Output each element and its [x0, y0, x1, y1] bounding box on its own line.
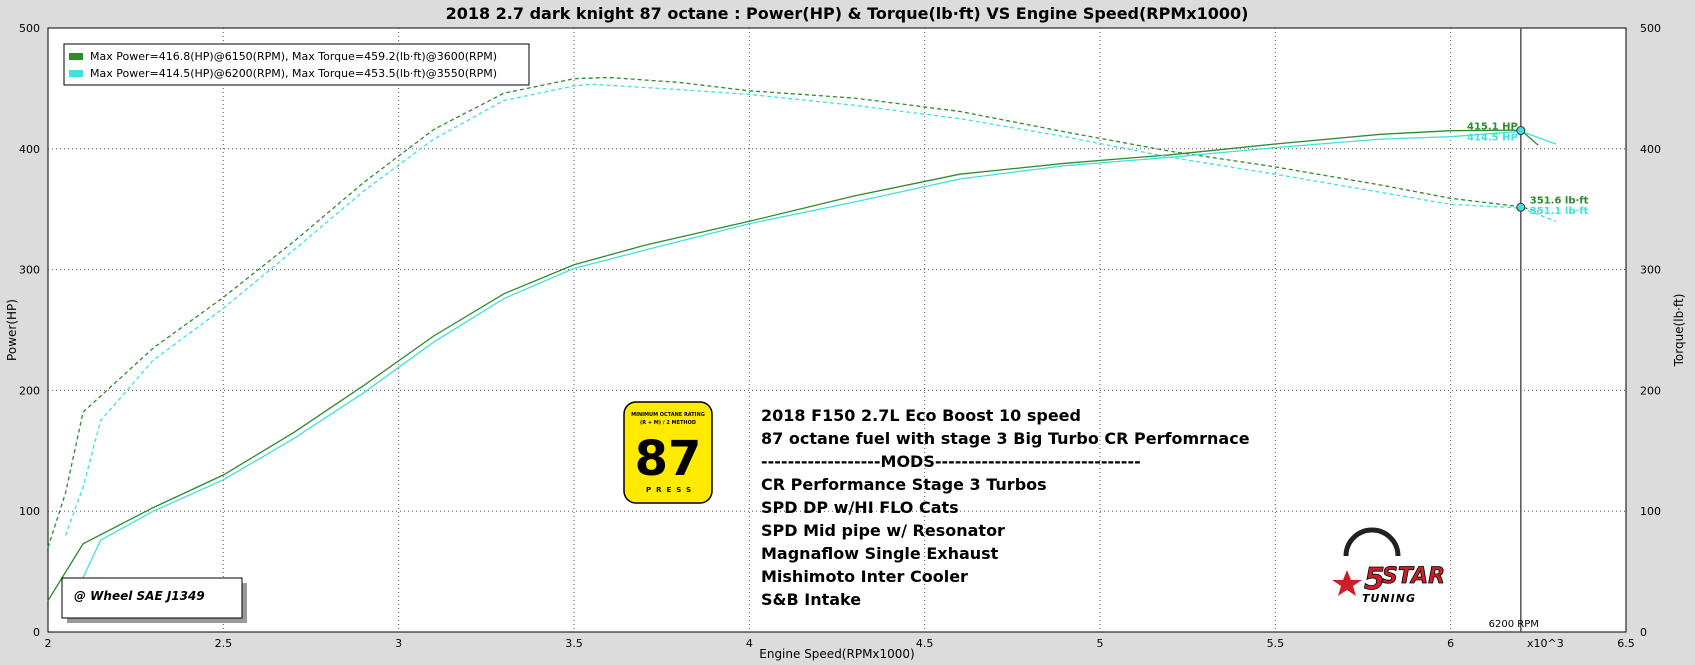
y-tick-label-left: 300 — [19, 264, 40, 277]
x-tick-label: 3.5 — [565, 637, 583, 650]
octane-badge-number: 87 — [635, 431, 702, 487]
x-tick-label: 3 — [395, 637, 402, 650]
logo-word: STAR — [1382, 564, 1445, 589]
logo-sub: TUNING — [1362, 592, 1416, 605]
cursor-torque-readout: 351.6 lb·ft — [1530, 195, 1589, 206]
x-tick-label: 6 — [1447, 637, 1454, 650]
axis-ticks: 2 2.5 3 3.5 4 4.5 5 5.5 6 6.5 0 100 200 300 400 500 0 100… — [19, 22, 1661, 650]
legend-entry-2: Max Power=414.5(HP)@6200(RPM), Max Torqu… — [90, 67, 497, 80]
x-tick-label: 6.5 — [1617, 637, 1635, 650]
notes-line: ------------------MODS------------------… — [761, 452, 1141, 471]
legend: Max Power=416.8(HP)@6150(RPM), Max Torqu… — [63, 43, 530, 86]
y-tick-label-right: 0 — [1640, 626, 1647, 639]
notes-line: Magnaflow Single Exhaust — [761, 544, 999, 563]
y-tick-label-right: 500 — [1640, 22, 1661, 35]
series-lines — [47, 76, 1557, 601]
octane-badge-background — [623, 401, 713, 504]
logo-star-icon — [1332, 570, 1362, 596]
x-multiplier-label: x10^3 — [1527, 637, 1564, 650]
y-axis-label-left: Power(HP) — [5, 299, 19, 361]
cursor-torque-readout: 351.1 lb·ft — [1530, 206, 1589, 217]
y-tick-label-right: 200 — [1640, 384, 1661, 397]
octane-badge-word: PRESS — [646, 486, 696, 494]
x-tick-label: 4 — [746, 637, 753, 650]
y-tick-label-left: 400 — [19, 143, 40, 156]
octane-badge-line2: (R + M) / 2 METHOD — [640, 420, 696, 426]
power-series-line — [47, 129, 1539, 601]
5star-tuning-logo: 5 STAR TUNING — [1332, 527, 1446, 605]
cursor-marker — [1516, 126, 1526, 136]
wheel-label-box: @ Wheel SAE J1349 — [61, 577, 247, 623]
notes-line: SPD DP w/HI FLO Cats — [761, 498, 959, 517]
x-tick-label: 4.5 — [916, 637, 934, 650]
notes-line: CR Performance Stage 3 Turbos — [761, 475, 1047, 494]
legend-swatch-green — [69, 53, 83, 60]
octane-badge-line1: MINIMUM OCTANE RATING — [631, 412, 705, 418]
x-tick-label: 5.5 — [1267, 637, 1285, 650]
logo-swoosh-icon — [1343, 527, 1401, 557]
cursor-hp-readout: 414.5 HP — [1467, 132, 1518, 143]
x-axis-label: Engine Speed(RPMx1000) — [759, 647, 915, 661]
cursor-readouts: 415.1 HP 351.6 lb·ft 414.5 HP 351.1 lb·ft — [1467, 122, 1589, 217]
y-tick-label-left: 200 — [19, 384, 40, 397]
y-tick-label-left: 100 — [19, 505, 40, 518]
cursor-marker — [1516, 202, 1526, 212]
legend-entry-1: Max Power=416.8(HP)@6150(RPM), Max Torqu… — [90, 50, 497, 63]
logo-number: 5 — [1364, 562, 1385, 597]
y-tick-label-right: 300 — [1640, 264, 1661, 277]
x-tick-label: 2 — [45, 637, 52, 650]
wheel-label-frame — [61, 577, 243, 619]
octane-badge: MINIMUM OCTANE RATING (R + M) / 2 METHOD… — [623, 401, 713, 504]
power-series-line — [82, 130, 1557, 578]
y-tick-label-right: 100 — [1640, 505, 1661, 518]
x-tick-label: 5 — [1097, 637, 1104, 650]
mods-notes: 2018 F150 2.7L Eco Boost 10 speed 87 oct… — [761, 406, 1250, 609]
plot-area — [47, 27, 1627, 633]
notes-line: S&B Intake — [761, 590, 861, 609]
grid-lines — [48, 28, 1626, 632]
y-axis-label-right: Torque(lb·ft) — [1672, 294, 1686, 368]
legend-swatch-cyan — [69, 70, 83, 77]
wheel-label: @ Wheel SAE J1349 — [74, 589, 205, 603]
y-tick-label-right: 400 — [1640, 143, 1661, 156]
y-tick-label-left: 500 — [19, 22, 40, 35]
notes-line: 87 octane fuel with stage 3 Big Turbo CR… — [761, 429, 1250, 448]
torque-series-line — [64, 83, 1557, 536]
notes-line: Mishimoto Inter Cooler — [761, 567, 968, 586]
chart-title: 2018 2.7 dark knight 87 octane : Power(H… — [446, 4, 1249, 23]
notes-line: 2018 F150 2.7L Eco Boost 10 speed — [761, 406, 1081, 425]
notes-line: SPD Mid pipe w/ Resonator — [761, 521, 1005, 540]
cursor-hp-readout: 415.1 HP — [1467, 122, 1518, 133]
legend-box — [63, 43, 530, 86]
y-tick-label-left: 0 — [33, 626, 40, 639]
x-tick-label: 2.5 — [215, 637, 233, 650]
cursor-rpm-label: 6200 RPM — [1489, 619, 1539, 630]
